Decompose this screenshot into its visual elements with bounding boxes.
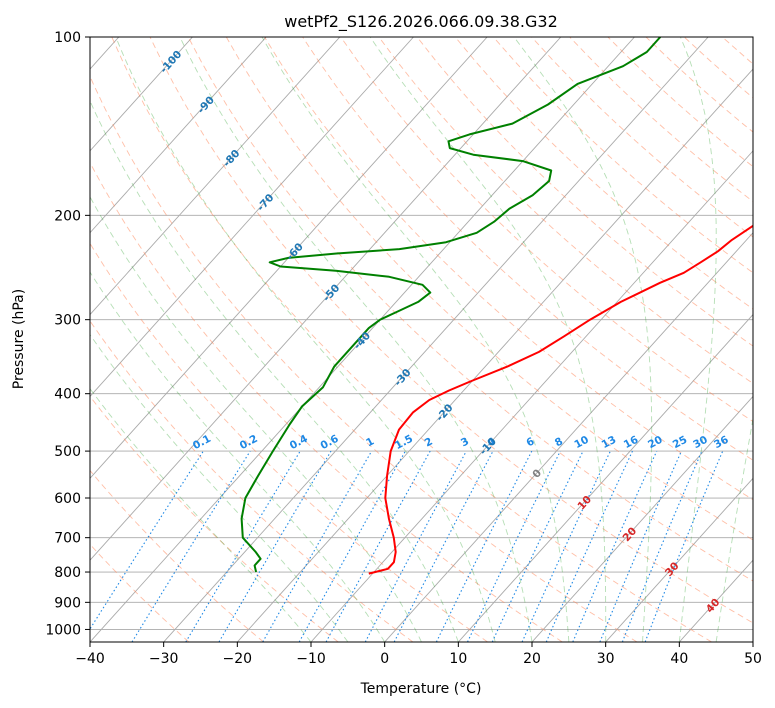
isotherm-line bbox=[90, 37, 341, 316]
dry-adiabat-line bbox=[149, 37, 753, 624]
dry-adiabat-line bbox=[90, 320, 414, 642]
y-tick-label: 500 bbox=[54, 444, 81, 460]
moist-adiabat-line bbox=[90, 333, 349, 642]
y-tick-label: 400 bbox=[54, 387, 81, 403]
y-tick-label: 700 bbox=[54, 531, 81, 547]
temperature-profile-line bbox=[368, 224, 753, 575]
isotherm-line bbox=[90, 37, 414, 398]
y-tick-label: 800 bbox=[54, 565, 81, 581]
moist-adiabat-line bbox=[90, 388, 312, 642]
x-tick-label: 40 bbox=[670, 651, 688, 667]
x-tick-label: 10 bbox=[449, 651, 467, 667]
mixing-ratio-line bbox=[435, 450, 533, 642]
x-tick-label: −40 bbox=[75, 651, 105, 667]
mixing-ratio-line bbox=[572, 450, 658, 642]
dry-adiabat-line bbox=[90, 395, 339, 642]
x-tick-label: −30 bbox=[149, 651, 179, 667]
dry-adiabat-line bbox=[90, 469, 264, 642]
isotherm-line bbox=[236, 68, 753, 642]
x-tick-label: −20 bbox=[223, 651, 253, 667]
x-tick-label: 0 bbox=[380, 651, 389, 667]
moist-adiabat-line bbox=[369, 37, 607, 642]
isotherm-line bbox=[90, 37, 562, 561]
x-axis-label: Temperature (°C) bbox=[360, 681, 482, 697]
y-tick-label: 600 bbox=[54, 491, 81, 507]
dry-adiabat-line bbox=[454, 37, 753, 310]
x-tick-label: 30 bbox=[597, 651, 615, 667]
mixing-ratio-line bbox=[364, 450, 467, 642]
mixing-ratio-line bbox=[325, 450, 431, 642]
y-axis-label: Pressure (hPa) bbox=[11, 289, 27, 389]
dewpoint-profile-line bbox=[240, 37, 662, 573]
mixing-ratio-line bbox=[90, 450, 204, 630]
moist-adiabat-line bbox=[90, 271, 386, 642]
moist-adiabat-line bbox=[179, 37, 533, 642]
mixing-ratio-line bbox=[621, 450, 703, 642]
isotherm-line bbox=[605, 477, 753, 642]
plot-area bbox=[90, 37, 753, 642]
moist-adiabat-line bbox=[261, 37, 570, 642]
isotherm-line bbox=[531, 395, 753, 642]
chart-title: wetPf2_S126.2026.066.09.38.G32 bbox=[284, 12, 558, 32]
mixing-ratio-line bbox=[545, 450, 633, 642]
mixing-ratio-line bbox=[599, 450, 682, 642]
isotherm-line bbox=[384, 232, 753, 642]
moist-adiabat-line bbox=[678, 37, 717, 642]
dry-adiabat-line bbox=[90, 543, 190, 642]
y-tick-label: 900 bbox=[54, 595, 81, 611]
isotherm-line bbox=[90, 37, 267, 234]
isotherm-line bbox=[310, 150, 753, 642]
isotherm-line bbox=[457, 313, 753, 642]
mixing-ratio-line bbox=[131, 450, 251, 642]
moist-adiabat-line bbox=[715, 416, 753, 642]
moist-adiabat-line bbox=[513, 37, 653, 642]
y-tick-label: 300 bbox=[54, 313, 81, 329]
dry-adiabat-line bbox=[90, 242, 488, 642]
dry-adiabat-line bbox=[111, 37, 712, 642]
isotherm-line bbox=[90, 37, 488, 479]
mixing-ratio-line bbox=[644, 450, 724, 642]
mixing-ratio-line bbox=[298, 450, 406, 642]
x-tick-label: 50 bbox=[744, 651, 762, 667]
y-tick-label: 100 bbox=[54, 30, 81, 46]
y-tick-label: 200 bbox=[54, 208, 81, 224]
x-tick-label: 20 bbox=[523, 651, 541, 667]
plot-frame bbox=[89, 36, 754, 643]
axes: −40 −30 −20 −10 0 10 20 30 40 50 100 200 300 400 500 60… bbox=[45, 30, 762, 667]
moist-adiabat-line bbox=[90, 99, 459, 642]
dry-adiabat-line bbox=[90, 161, 563, 642]
isotherm-line bbox=[163, 37, 709, 642]
moist-adiabat-line bbox=[115, 37, 496, 642]
x-tick-label: −10 bbox=[296, 651, 326, 667]
y-tick-label: 1000 bbox=[45, 622, 81, 638]
isotherm-line bbox=[90, 37, 635, 642]
isotherm-line bbox=[90, 37, 193, 152]
